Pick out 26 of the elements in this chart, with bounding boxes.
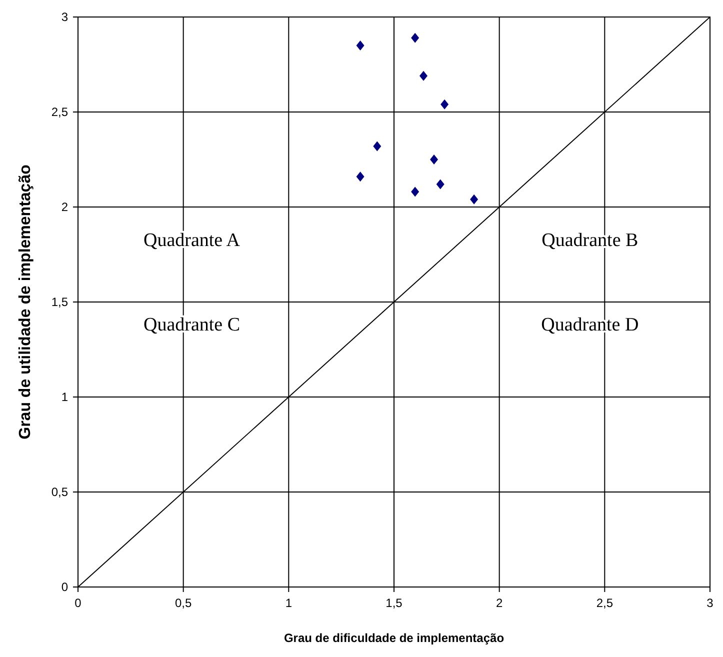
- y-tick-label: 1: [61, 390, 68, 404]
- x-tick-label: 0,5: [174, 596, 192, 610]
- x-tick-label: 2: [496, 596, 503, 610]
- y-tick-label: 1,5: [51, 295, 68, 309]
- x-tick-label: 2,5: [596, 596, 614, 610]
- point: [356, 40, 364, 50]
- y-axis-title: Grau de utilidade de implementação: [17, 164, 34, 440]
- y-tick-label: 0: [61, 580, 68, 594]
- x-tick-label: 1,5: [386, 596, 403, 610]
- y-tick-label: 2,5: [51, 105, 68, 119]
- point: [411, 186, 420, 197]
- point: [356, 172, 364, 182]
- point: [436, 179, 444, 190]
- y-tick-label: 3: [61, 10, 68, 24]
- x-axis-title: Grau de dificuldade de implementação: [284, 631, 504, 645]
- point: [411, 32, 420, 43]
- point: [373, 141, 382, 152]
- point: [440, 99, 449, 110]
- y-tick-label: 0,5: [51, 485, 68, 499]
- y-tick-label: 2: [61, 200, 68, 214]
- x-tick-label: 1: [285, 596, 292, 610]
- point: [470, 194, 478, 204]
- point: [430, 154, 438, 164]
- point: [419, 70, 428, 81]
- x-tick-label: 0: [74, 596, 82, 610]
- x-tick-label: 3: [706, 596, 714, 610]
